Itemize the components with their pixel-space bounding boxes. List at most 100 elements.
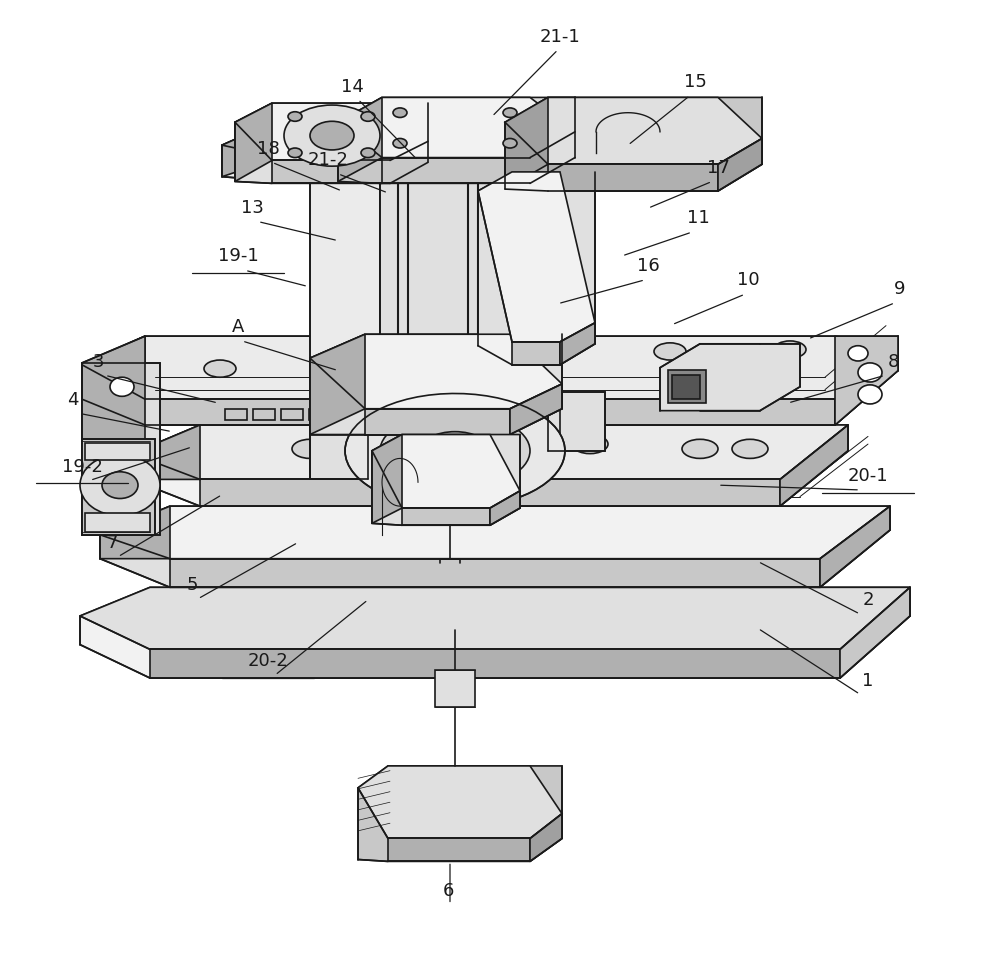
Text: 20-2: 20-2 <box>248 652 288 670</box>
Bar <box>85 513 150 532</box>
Polygon shape <box>310 334 562 409</box>
Polygon shape <box>170 559 820 587</box>
Polygon shape <box>132 425 200 479</box>
Text: 17: 17 <box>707 159 729 177</box>
Text: 3: 3 <box>92 352 104 371</box>
Text: 19-2: 19-2 <box>62 457 102 476</box>
Ellipse shape <box>345 393 565 508</box>
Polygon shape <box>132 425 848 506</box>
Polygon shape <box>840 587 910 678</box>
Polygon shape <box>82 336 898 425</box>
Polygon shape <box>222 119 600 158</box>
Polygon shape <box>548 392 605 451</box>
Polygon shape <box>402 508 490 525</box>
Polygon shape <box>372 435 402 523</box>
Ellipse shape <box>292 439 328 458</box>
Polygon shape <box>382 158 530 183</box>
Polygon shape <box>100 506 170 559</box>
Text: 9: 9 <box>894 280 906 298</box>
Text: 21-2: 21-2 <box>308 151 348 169</box>
Polygon shape <box>530 814 562 861</box>
Ellipse shape <box>380 413 530 489</box>
Polygon shape <box>820 506 890 587</box>
Polygon shape <box>145 399 835 425</box>
Polygon shape <box>478 172 595 342</box>
Polygon shape <box>540 129 600 181</box>
Ellipse shape <box>310 121 354 150</box>
Ellipse shape <box>80 455 160 516</box>
Polygon shape <box>310 107 560 143</box>
Polygon shape <box>500 117 560 479</box>
Polygon shape <box>365 409 510 435</box>
Polygon shape <box>338 97 575 158</box>
Text: 13: 13 <box>241 199 263 217</box>
Polygon shape <box>560 323 595 365</box>
Polygon shape <box>510 384 562 435</box>
Polygon shape <box>222 119 600 181</box>
Text: 7: 7 <box>106 534 118 552</box>
Polygon shape <box>530 132 575 183</box>
Polygon shape <box>150 649 840 678</box>
Polygon shape <box>505 97 762 164</box>
Ellipse shape <box>393 108 407 117</box>
Polygon shape <box>310 334 365 435</box>
Text: 21-1: 21-1 <box>540 28 580 46</box>
Polygon shape <box>780 425 848 506</box>
Polygon shape <box>82 363 160 535</box>
Bar <box>672 375 700 399</box>
Text: 14: 14 <box>341 77 363 96</box>
Text: 5: 5 <box>186 576 198 594</box>
Ellipse shape <box>102 472 138 499</box>
Bar <box>505 409 527 420</box>
Bar <box>421 409 443 420</box>
Text: 20-1: 20-1 <box>848 467 888 485</box>
Polygon shape <box>505 97 548 189</box>
Ellipse shape <box>848 346 868 361</box>
Bar <box>85 443 150 460</box>
Polygon shape <box>548 164 718 191</box>
Bar <box>435 670 475 707</box>
Polygon shape <box>490 491 520 525</box>
Polygon shape <box>82 439 155 535</box>
Text: 8: 8 <box>887 352 899 371</box>
Ellipse shape <box>354 352 386 370</box>
Bar <box>309 409 331 420</box>
Text: 4: 4 <box>67 391 79 409</box>
Ellipse shape <box>420 432 490 470</box>
Bar <box>668 370 706 403</box>
Polygon shape <box>310 143 380 479</box>
Polygon shape <box>372 435 520 508</box>
Text: 19-1: 19-1 <box>218 247 258 265</box>
Ellipse shape <box>432 435 468 454</box>
Ellipse shape <box>654 343 686 360</box>
Ellipse shape <box>732 439 768 458</box>
Polygon shape <box>835 336 898 425</box>
Ellipse shape <box>361 148 375 158</box>
Ellipse shape <box>504 347 536 364</box>
Ellipse shape <box>858 385 882 404</box>
Text: 6: 6 <box>442 881 454 900</box>
Ellipse shape <box>204 360 236 377</box>
Polygon shape <box>505 97 762 191</box>
Polygon shape <box>82 336 145 535</box>
Bar <box>393 409 415 420</box>
Text: A: A <box>232 318 244 336</box>
Polygon shape <box>310 334 562 435</box>
Polygon shape <box>390 141 428 183</box>
Polygon shape <box>338 97 575 183</box>
Ellipse shape <box>774 341 806 358</box>
Polygon shape <box>82 336 145 399</box>
Bar <box>225 409 247 420</box>
Ellipse shape <box>110 506 134 525</box>
Polygon shape <box>388 838 530 861</box>
Polygon shape <box>478 172 595 365</box>
Polygon shape <box>358 766 562 861</box>
Polygon shape <box>660 344 800 411</box>
Bar <box>281 409 303 420</box>
Polygon shape <box>235 103 272 181</box>
Polygon shape <box>338 97 382 181</box>
Text: 1: 1 <box>862 671 874 690</box>
Bar <box>477 409 499 420</box>
Text: 11: 11 <box>687 209 709 227</box>
Polygon shape <box>222 119 280 177</box>
